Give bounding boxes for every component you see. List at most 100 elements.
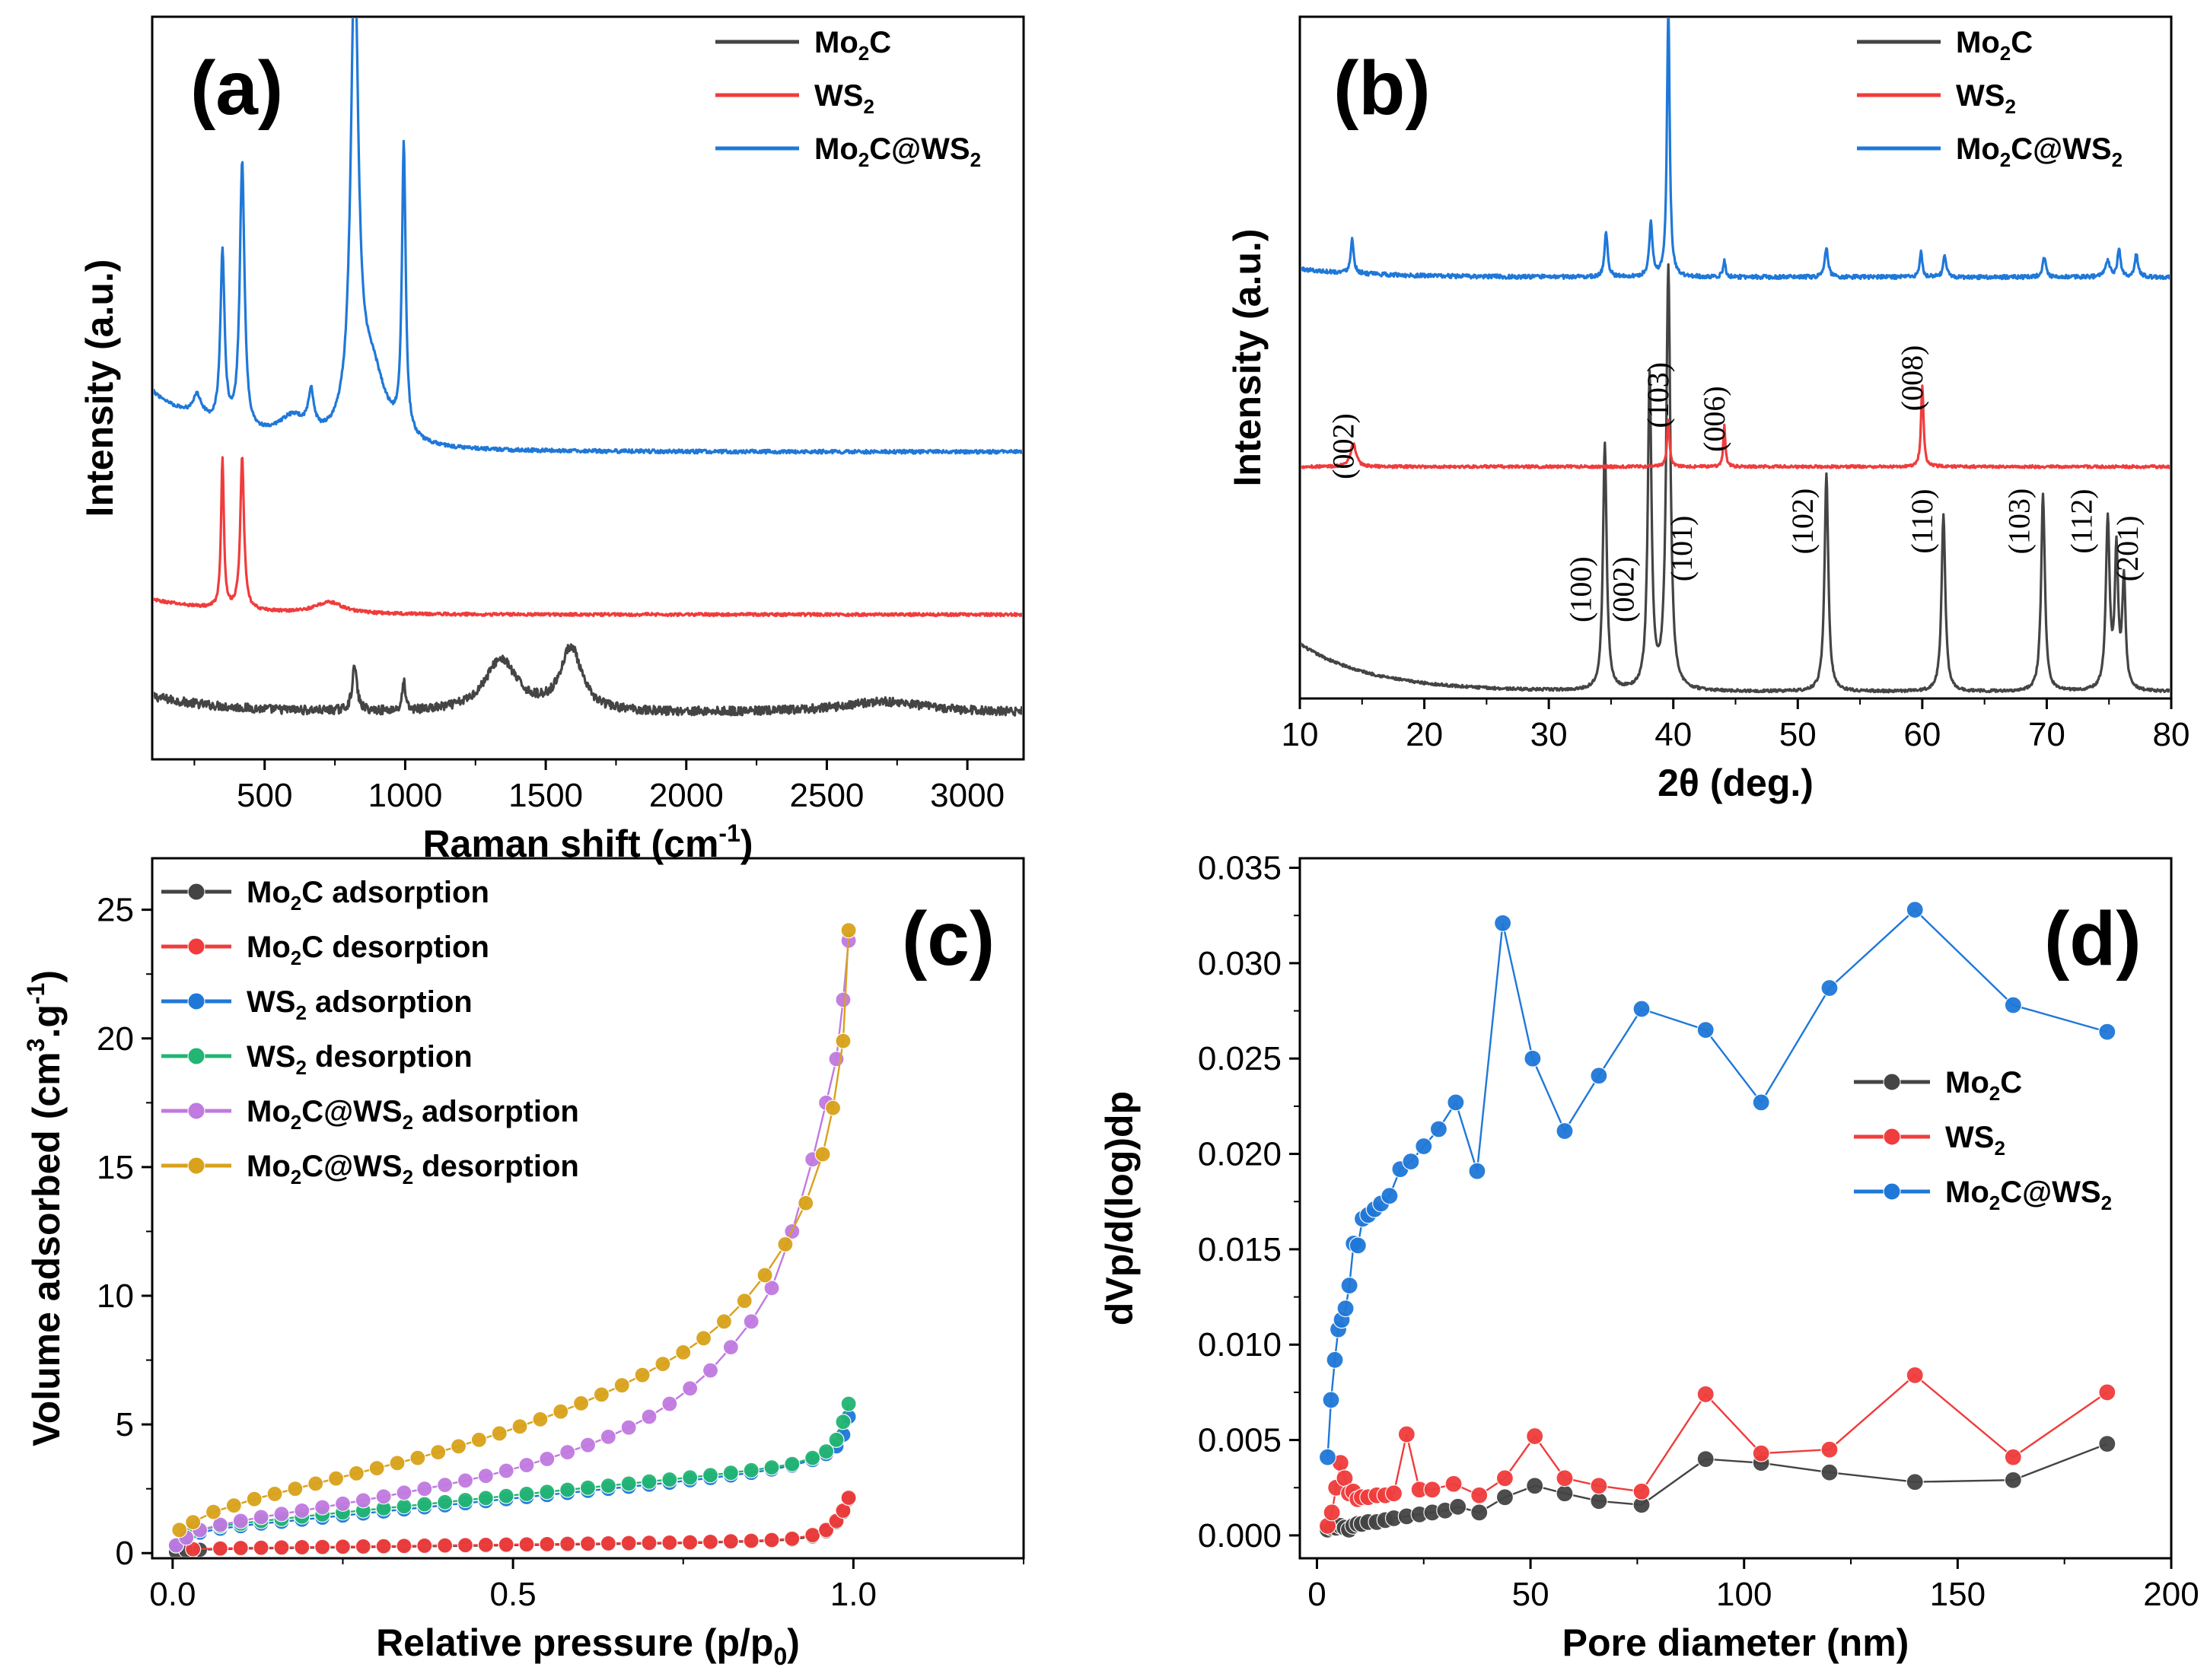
- y-axis-label: Intensity (a.u.): [1226, 229, 1269, 487]
- legend-tail: C@WS: [2011, 132, 2111, 166]
- legend-sub: 2: [295, 1056, 306, 1079]
- x-tick-label: 3000: [930, 777, 1005, 814]
- legend-main: WS: [247, 1040, 295, 1074]
- y-tick-label: 0.020: [1198, 1136, 1282, 1173]
- data-point: [498, 1462, 514, 1479]
- data-point: [559, 1481, 576, 1498]
- series-line-1: [1301, 384, 2170, 469]
- legend-tail2: adsorption: [413, 1095, 579, 1128]
- data-point: [457, 1537, 474, 1554]
- y-label-mid: .g: [25, 1004, 68, 1038]
- y-tick-label: 10: [97, 1278, 134, 1315]
- miller-index-label: (103): [2002, 488, 2037, 555]
- legend-label: WS2 adsorption: [247, 985, 473, 1024]
- data-point: [1384, 1484, 1403, 1503]
- legend-marker: [187, 1102, 205, 1120]
- data-point: [777, 1236, 794, 1252]
- data-point: [1336, 1300, 1355, 1318]
- y-tick-label: 0.030: [1198, 945, 1282, 982]
- data-point: [1322, 1391, 1340, 1409]
- x-tick-label: 40: [1654, 716, 1692, 753]
- series-line-0: [154, 643, 1022, 717]
- legend-marker: [187, 992, 205, 1010]
- data-point: [1340, 1276, 1358, 1295]
- y-axis-label: Intensity (a.u.): [78, 259, 121, 517]
- data-point: [457, 1491, 474, 1509]
- data-point: [416, 1537, 433, 1554]
- legend-tail2: desorption: [413, 1150, 579, 1183]
- data-point: [814, 1146, 831, 1163]
- data-point: [1318, 1448, 1337, 1466]
- data-point: [1556, 1484, 1574, 1503]
- data-point: [620, 1419, 637, 1436]
- data-point: [1470, 1486, 1489, 1504]
- data-point: [661, 1534, 678, 1551]
- data-point: [314, 1538, 331, 1555]
- miller-index-label: (101): [1664, 516, 1699, 582]
- data-point: [784, 1456, 801, 1472]
- data-point: [763, 1532, 780, 1548]
- data-point: [661, 1471, 678, 1488]
- x-tick-label: 50: [1512, 1576, 1549, 1613]
- data-point: [1444, 1475, 1463, 1493]
- data-point: [804, 1449, 821, 1466]
- legend-sub: 2: [291, 892, 301, 915]
- legend-sub2: 2: [2112, 148, 2123, 171]
- legend-label: Mo2C: [814, 26, 891, 65]
- data-point: [491, 1425, 508, 1442]
- y-label-sup2: -1: [22, 983, 49, 1004]
- plot-area: [154, 18, 1022, 717]
- data-point: [559, 1535, 576, 1552]
- legend-sub: 2: [858, 42, 869, 65]
- x-tick-label: 20: [1406, 716, 1443, 753]
- miller-index-label: (006): [1697, 386, 1731, 452]
- miller-index-label: (100): [1564, 556, 1598, 622]
- data-point: [498, 1536, 514, 1553]
- data-point: [375, 1488, 392, 1505]
- data-point: [205, 1503, 222, 1520]
- y-tick-label: 0.035: [1198, 850, 1282, 887]
- data-point: [593, 1386, 610, 1403]
- data-point: [368, 1460, 385, 1477]
- data-point: [375, 1538, 392, 1554]
- legend-main: WS: [247, 985, 295, 1019]
- data-point: [348, 1465, 365, 1481]
- x-tick-label: 30: [1530, 716, 1568, 753]
- data-point: [840, 1489, 857, 1507]
- data-point: [1326, 1351, 1344, 1369]
- miller-index-label: (103): [1641, 362, 1675, 428]
- x-tick-label: 80: [2153, 716, 2190, 753]
- x-axis-label: Relative pressure (p/p0): [376, 1621, 800, 1670]
- data-point: [307, 1475, 324, 1492]
- data-point: [835, 1414, 852, 1430]
- legend-marker: [1883, 1073, 1901, 1091]
- x-tick-label: 1500: [508, 777, 583, 814]
- data-point: [477, 1468, 494, 1484]
- legend-tail: C@WS: [2000, 1176, 2100, 1209]
- legend-main: WS: [1945, 1121, 1994, 1154]
- x-axis-label: 2θ (deg.): [1658, 762, 1814, 804]
- data-point: [1632, 1482, 1651, 1500]
- legend-sub: 2: [291, 947, 301, 969]
- legend-main: Mo: [814, 26, 858, 59]
- legend-label: WS2: [814, 79, 874, 118]
- x-tick-label: 50: [1779, 716, 1817, 753]
- data-point: [1402, 1152, 1420, 1171]
- legend-tail: adsorption: [307, 985, 473, 1019]
- data-point: [477, 1490, 494, 1507]
- legend-sub: 2: [858, 148, 869, 171]
- data-point: [1696, 1021, 1715, 1039]
- plot-frame: [151, 857, 1025, 1560]
- data-point: [1556, 1122, 1574, 1141]
- legend-tail: C@WS: [301, 1150, 402, 1183]
- data-point: [1526, 1477, 1544, 1495]
- data-point: [641, 1535, 658, 1551]
- data-point: [287, 1481, 304, 1497]
- legend-main: Mo: [814, 132, 858, 166]
- data-point: [273, 1539, 290, 1556]
- data-point: [613, 1377, 630, 1394]
- data-point: [824, 1099, 842, 1116]
- legend-main: Mo: [247, 876, 291, 909]
- y-label-text: Volume adsorbed (cm: [25, 1052, 68, 1446]
